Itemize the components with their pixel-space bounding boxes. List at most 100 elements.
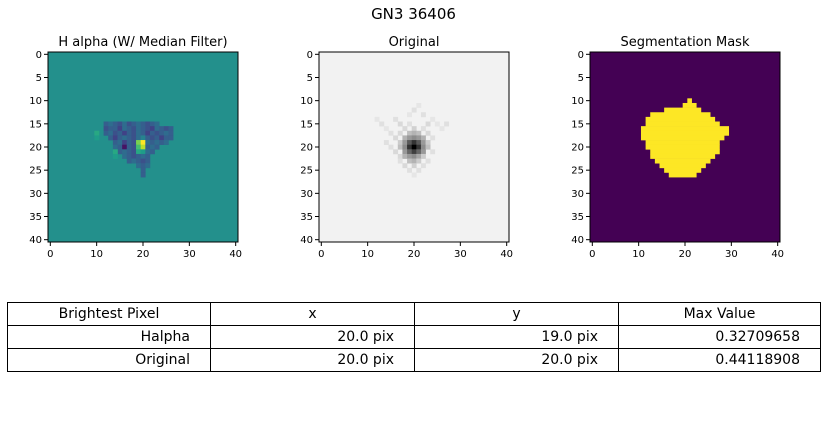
heatmap-cell — [168, 126, 174, 132]
heatmap-cell — [122, 126, 128, 132]
heatmap-cell — [112, 135, 118, 141]
y-tick-label: 20 — [29, 143, 42, 154]
heatmap-cell — [163, 130, 169, 136]
y-tick-label: 25 — [571, 166, 584, 177]
heatmap-cell — [140, 149, 146, 155]
heatmap-cell — [126, 130, 132, 136]
heatmap-cell — [411, 149, 417, 155]
table-cell: Halpha — [7, 325, 211, 349]
heatmap-cell — [420, 135, 426, 141]
heatmap-cell — [140, 126, 146, 132]
heatmap-cell — [439, 126, 445, 132]
y-tick-label: 10 — [29, 96, 42, 107]
heatmap-cell — [154, 140, 160, 145]
heatmap-cell — [159, 140, 165, 145]
heatmap-cell — [383, 126, 389, 132]
heatmap-cell — [112, 130, 118, 136]
heatmap-cell — [420, 126, 426, 132]
heatmap-cell — [149, 121, 155, 127]
y-tick-label: 40 — [300, 235, 313, 246]
heatmap-cell — [159, 130, 165, 136]
heatmap-cell — [416, 167, 422, 173]
heatmap-cell — [140, 130, 146, 136]
heatmap-cell — [117, 149, 123, 155]
heatmap-cell — [154, 135, 160, 141]
heatmap-cell — [108, 121, 114, 127]
heatmap-cell — [122, 135, 128, 141]
mask-region-row — [640, 130, 730, 136]
y-tick-label: 20 — [571, 143, 584, 154]
heatmap-cell — [416, 140, 422, 145]
heatmap-cell — [131, 121, 137, 127]
segmentation-mask-heatmap: 0 10 20 30 40 0 5 10 15 20 25 30 35 40 — [571, 50, 784, 260]
heatmap-cell — [140, 158, 146, 164]
mask-region-row — [645, 116, 716, 122]
heatmap-cell — [108, 130, 114, 136]
heatmap-cell — [411, 135, 417, 141]
heatmap-cell — [108, 126, 114, 132]
mask-region-row — [664, 107, 702, 113]
heatmap-cell — [126, 121, 132, 127]
y-tick-label: 20 — [300, 143, 313, 154]
heatmap-cell — [145, 130, 151, 136]
heatmap-cell — [383, 140, 389, 145]
heatmap-cell — [103, 130, 109, 136]
x-tick-label: 40 — [771, 249, 784, 260]
y-tick-label: 0 — [36, 50, 42, 61]
heatmap-cell — [136, 126, 141, 132]
heatmap-cell — [411, 140, 417, 145]
heatmap-cell — [145, 144, 151, 150]
y-tick-label: 35 — [571, 212, 584, 223]
heatmap-cell — [149, 135, 155, 141]
heatmap-cell — [131, 135, 137, 141]
x-tick-label: 30 — [183, 249, 196, 260]
heatmap-cell — [407, 153, 412, 159]
heatmap-cell — [407, 167, 412, 173]
heatmap-cell — [126, 126, 132, 132]
heatmap-cell — [416, 144, 422, 150]
heatmap-cell — [145, 149, 151, 155]
heatmap-cell — [416, 149, 422, 155]
heatmap-cell — [402, 140, 408, 145]
table-cell: 0.32709658 — [618, 325, 821, 349]
x-tick-label: 40 — [500, 249, 513, 260]
heatmap-cell — [122, 149, 128, 155]
mask-region-row — [664, 167, 702, 173]
y-tick-label: 30 — [571, 189, 584, 200]
heatmap-cell — [416, 102, 422, 108]
y-tick-label: 15 — [29, 119, 42, 130]
heatmap-cell — [430, 135, 436, 141]
heatmap-cell — [131, 153, 137, 159]
heatmap-cell — [407, 158, 412, 164]
heatmap-cell — [434, 121, 440, 127]
heatmap-cell — [388, 144, 394, 150]
heatmap-cell — [425, 121, 431, 127]
mask-region-row — [645, 121, 720, 127]
heatmap-cell — [411, 107, 417, 113]
heatmap-cell — [425, 140, 431, 145]
table-cell: 0.44118908 — [618, 348, 821, 372]
heatmap-cell — [407, 140, 412, 145]
heatmap-cell — [131, 158, 137, 164]
x-tick-label: 0 — [47, 249, 53, 260]
heatmap-cell — [136, 149, 141, 155]
x-tick-label: 10 — [632, 249, 645, 260]
y-tick-label: 25 — [300, 166, 313, 177]
table-header-row: Brightest Pixel x y Max Value — [7, 302, 821, 326]
x-tick-label: 10 — [361, 249, 374, 260]
heatmap-cell — [416, 135, 422, 141]
mask-region-row — [668, 172, 697, 178]
heatmap-cell — [149, 130, 155, 136]
mask-region-row — [659, 163, 706, 169]
heatmap-cell — [154, 130, 160, 136]
heatmap-cell — [131, 149, 137, 155]
panel-title-halpha: H alpha (W/ Median Filter) — [58, 35, 228, 50]
table-cell: 20.0 pix — [210, 348, 415, 372]
heatmap-cell — [402, 144, 408, 150]
mask-region-row — [640, 126, 730, 132]
heatmap-cell — [94, 135, 100, 141]
heatmap-cell — [416, 130, 422, 136]
table-cell: Original — [7, 348, 211, 372]
table-row: Halpha 20.0 pix 19.0 pix 0.32709658 — [7, 325, 821, 349]
heatmap-cell — [411, 153, 417, 159]
